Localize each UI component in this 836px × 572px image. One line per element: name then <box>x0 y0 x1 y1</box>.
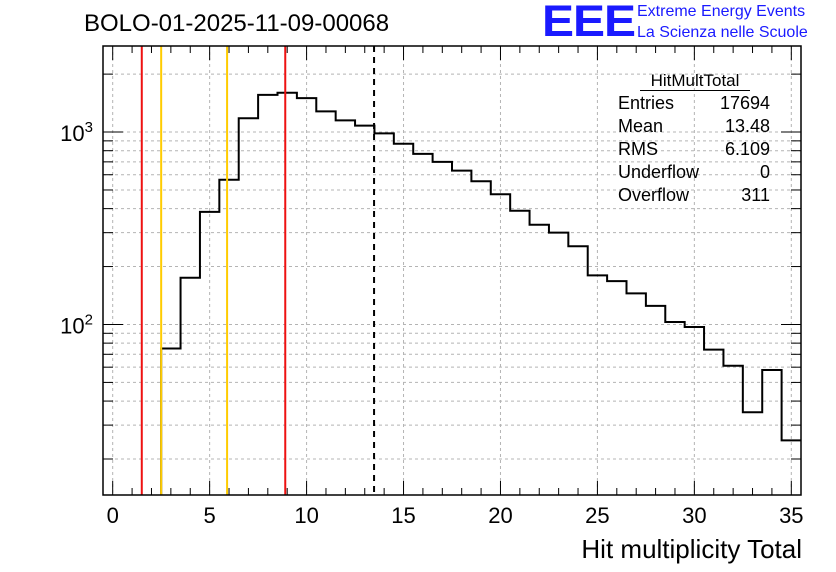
stat-value: 17694 <box>719 93 770 113</box>
histogram-bin <box>471 181 490 495</box>
stats-title-rule <box>640 90 750 91</box>
page-title: BOLO-01-2025-11-09-00068 <box>84 10 390 37</box>
x-tick-label: 0 <box>107 503 119 528</box>
histogram-bin <box>510 211 529 495</box>
stat-label: Underflow <box>618 162 700 182</box>
histogram-bin <box>568 246 587 495</box>
stats-title: HitMultTotal <box>650 71 740 90</box>
x-axis-label: Hit multiplicity Total <box>581 534 802 564</box>
stat-label: Mean <box>618 116 664 136</box>
histogram-bin <box>161 349 180 495</box>
histogram-bin <box>627 293 646 495</box>
stat-row-entries: Entries 17694 <box>618 93 770 116</box>
histogram-bin <box>530 225 549 495</box>
stats-box: HitMultTotal Entries 17694 Mean 13.48 RM… <box>612 68 778 208</box>
y-tick-labels: 102 103 <box>60 119 93 338</box>
stat-value: 311 <box>741 185 770 205</box>
x-tick-label: 20 <box>488 503 512 528</box>
histogram-outline <box>160 91 801 495</box>
marker-lines <box>140 46 376 495</box>
x-tick-label: 30 <box>682 503 706 528</box>
logo-line-1: Extreme Energy Events <box>637 3 806 20</box>
histogram-bin <box>278 93 297 495</box>
histogram-bin <box>433 162 452 495</box>
axis-ticks <box>103 46 801 495</box>
stat-row-mean: Mean 13.48 <box>618 116 770 139</box>
stat-label: Overflow <box>618 185 690 205</box>
histogram-bin <box>646 306 665 495</box>
histogram-bin <box>704 350 723 495</box>
histogram-bin <box>219 180 238 495</box>
logo-mark: EEE <box>542 0 636 46</box>
histogram-bin <box>181 278 200 495</box>
histogram-bin <box>452 171 471 495</box>
stat-row-underflow: Underflow 0 <box>618 162 770 185</box>
histogram-bin <box>297 98 316 495</box>
x-tick-label: 35 <box>779 503 803 528</box>
eee-logo: EEE Extreme Energy Events La Scienza nel… <box>542 0 834 46</box>
histogram-bin <box>607 281 626 495</box>
stat-value: 13.48 <box>724 116 770 136</box>
stat-label: RMS <box>618 139 658 159</box>
histogram-bin <box>316 111 335 495</box>
plot-frame <box>102 45 802 496</box>
x-tick-label: 5 <box>204 503 216 528</box>
y-tick-label: 102 <box>60 311 93 338</box>
stat-row-overflow: Overflow 311 <box>618 185 770 208</box>
histogram-bin <box>258 95 277 495</box>
y-tick-label: 103 <box>60 119 93 146</box>
stat-value: 6.109 <box>724 139 770 159</box>
x-tick-labels: 0 5 10 15 20 25 30 35 <box>107 503 804 528</box>
stat-row-rms: RMS 6.109 <box>618 139 770 162</box>
x-tick-label: 25 <box>585 503 609 528</box>
histogram-bin <box>374 133 393 495</box>
histogram-bin <box>549 233 568 495</box>
histogram-bin <box>336 120 355 495</box>
stat-label: Entries <box>618 93 675 113</box>
x-tick-label: 10 <box>294 503 318 528</box>
histogram-bin <box>762 370 781 495</box>
histogram-bin <box>723 366 742 495</box>
grid <box>103 46 801 495</box>
histogram-bin <box>355 126 374 495</box>
histogram-bin <box>665 322 684 495</box>
x-tick-label: 15 <box>391 503 415 528</box>
logo-line-2: La Scienza nelle Scuole <box>637 24 808 41</box>
stat-value: 0 <box>759 162 770 182</box>
